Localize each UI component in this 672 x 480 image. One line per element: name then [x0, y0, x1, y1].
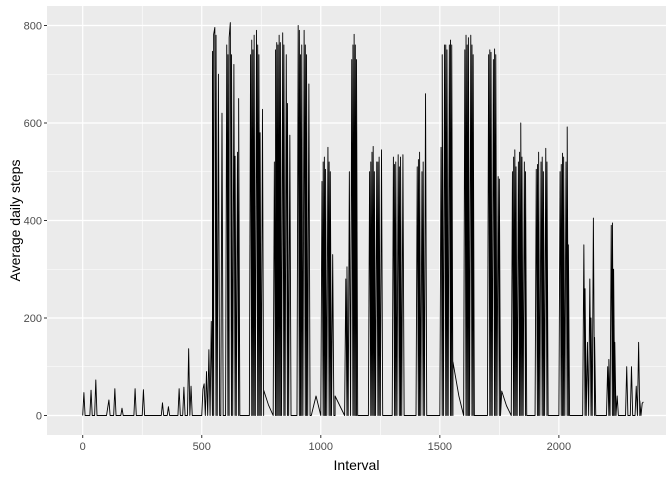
y-tick-label: 0 — [36, 411, 42, 423]
y-tick-label: 800 — [24, 21, 42, 33]
x-tick-label: 500 — [193, 441, 211, 453]
y-tick-label: 600 — [24, 118, 42, 130]
y-axis-title: Average daily steps — [7, 160, 23, 282]
x-tick-label: 2000 — [547, 441, 571, 453]
average-steps-line — [82, 22, 644, 416]
x-axis-ticks: 0 500 1000 1500 2000 — [80, 435, 571, 453]
x-tick-label: 1000 — [309, 441, 333, 453]
y-axis-ticks: 0 200 400 600 800 — [24, 21, 47, 423]
y-tick-label: 400 — [24, 216, 42, 228]
x-tick-label: 0 — [80, 441, 86, 453]
x-axis-title: Interval — [334, 457, 380, 473]
y-tick-label: 200 — [24, 313, 42, 325]
x-tick-label: 1500 — [428, 441, 452, 453]
